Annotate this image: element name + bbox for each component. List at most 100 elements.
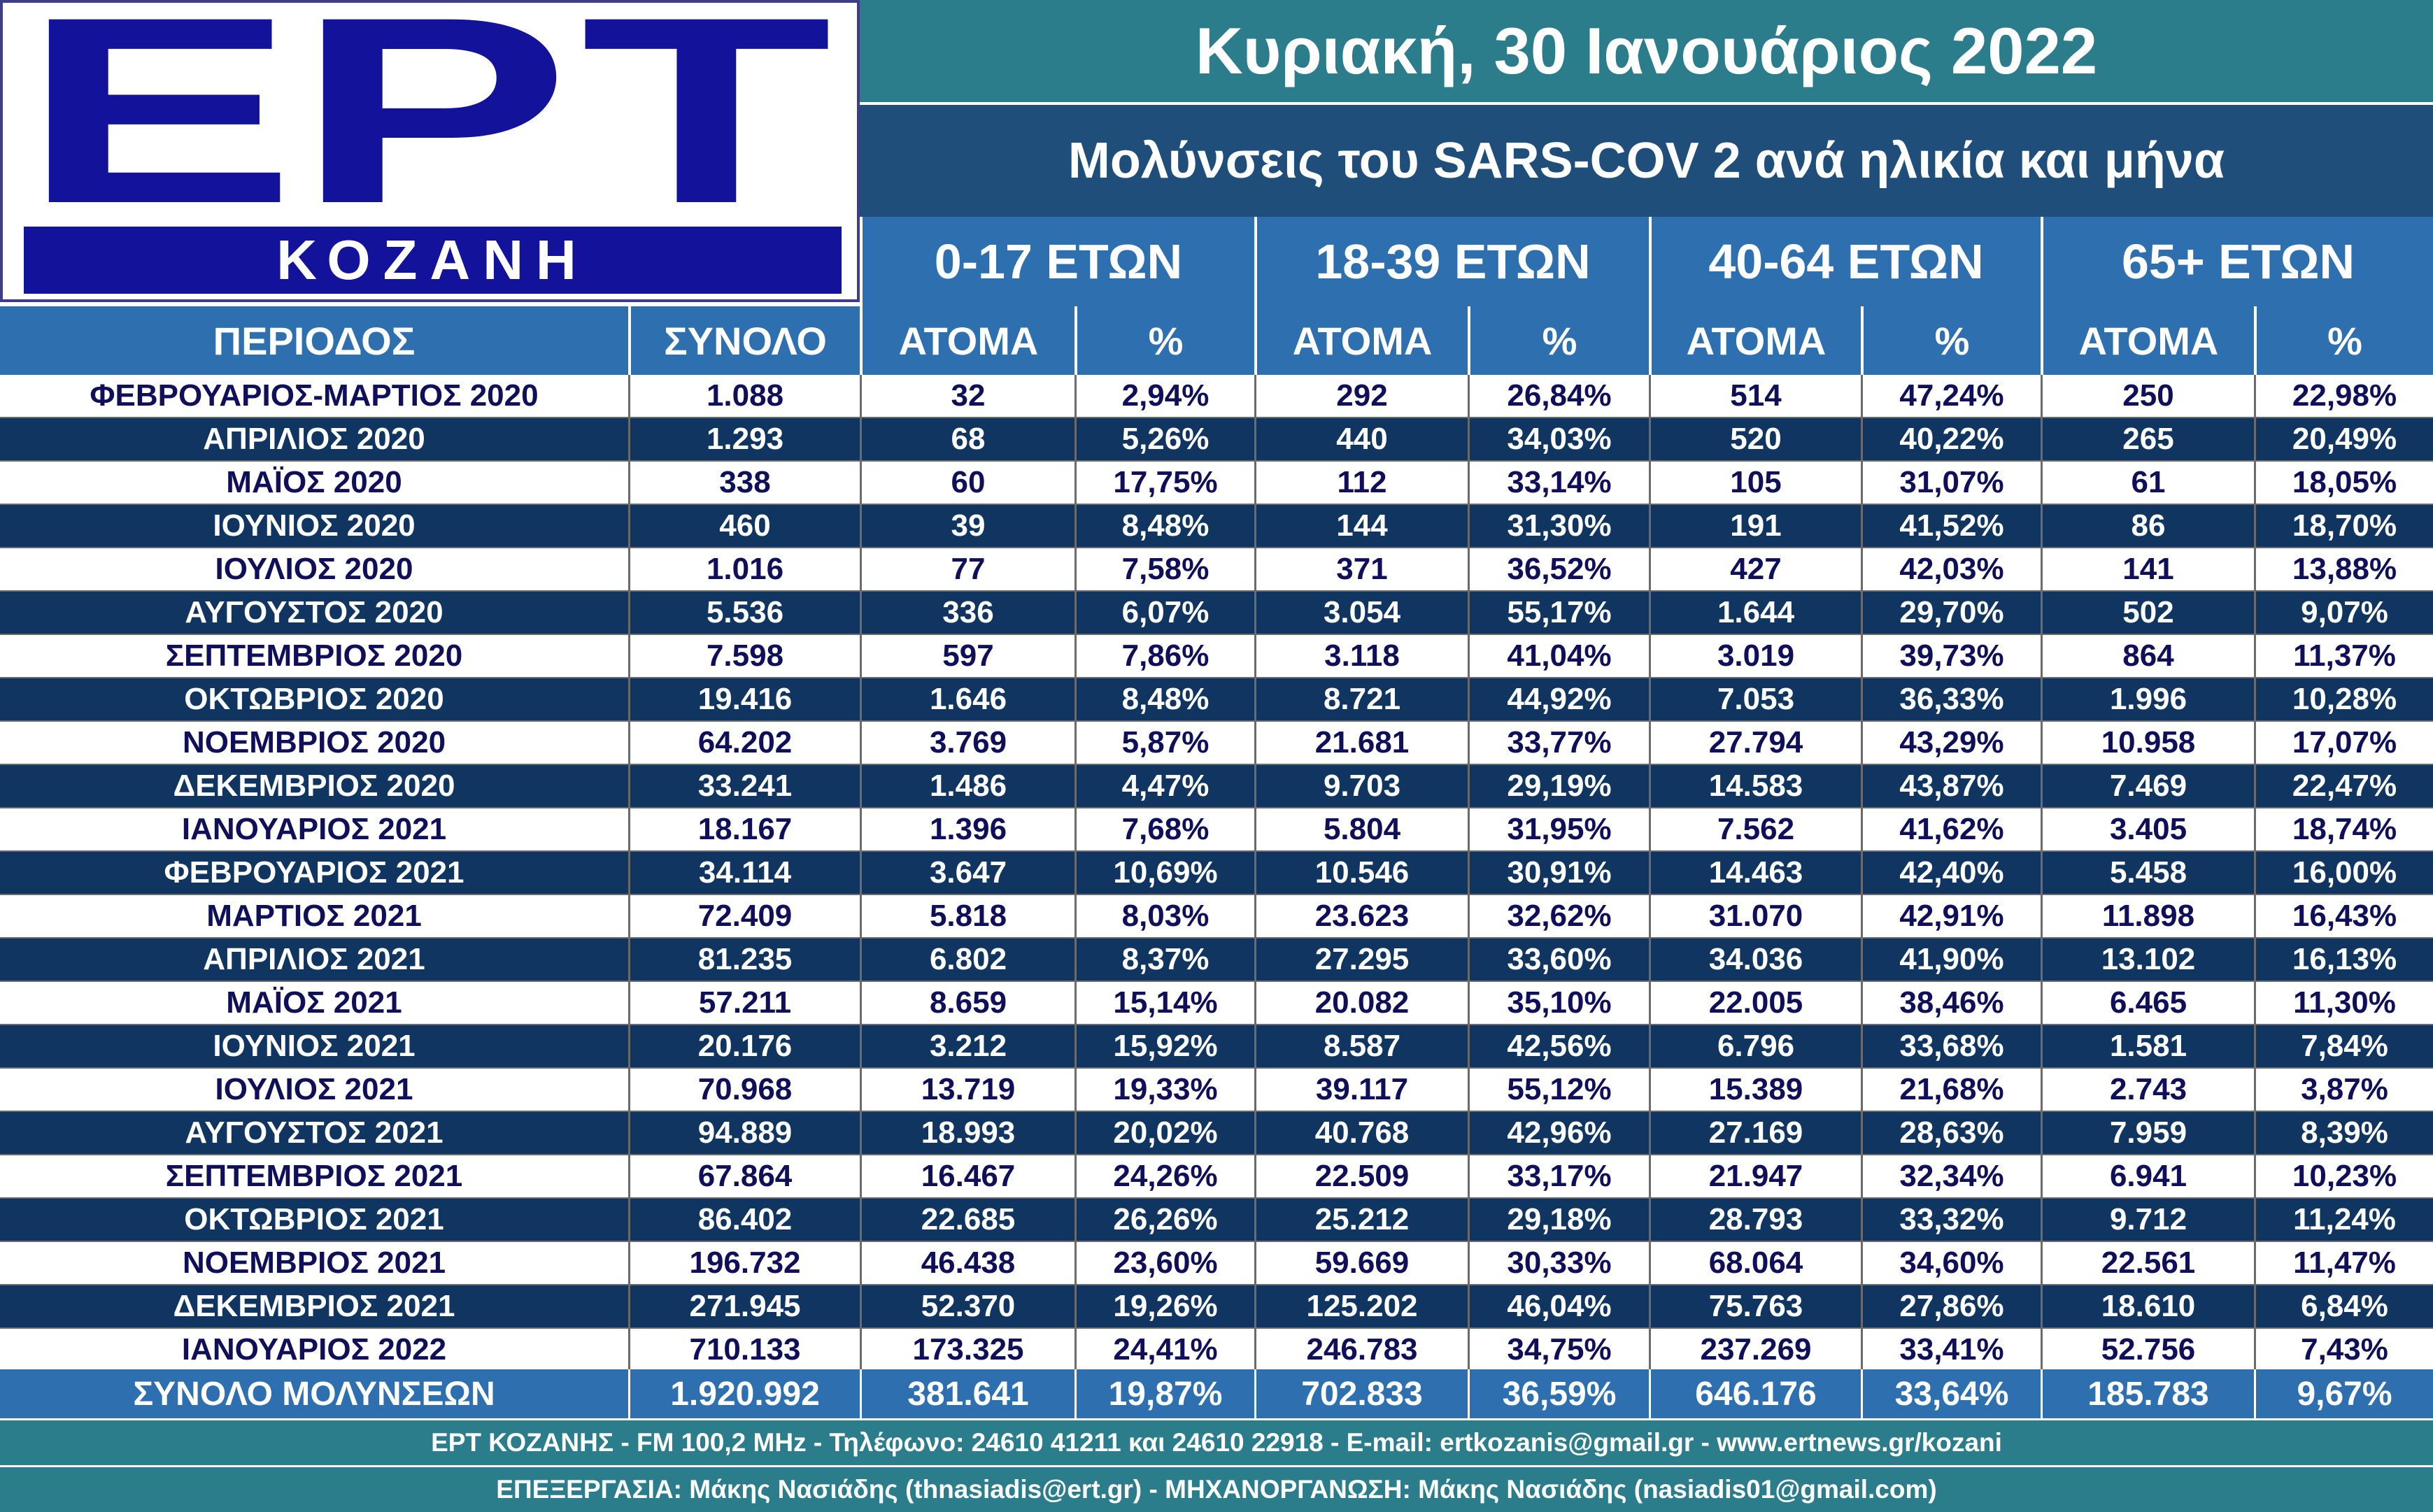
age-group-header: 65+ ΕΤΩΝ — [2041, 217, 2433, 306]
table-cell: 7.053 — [1649, 678, 1861, 722]
footer-contact: ΕΡΤ ΚΟΖΑΝΗΣ - FM 100,2 MHz - Τηλέφωνο: 2… — [0, 1418, 2433, 1465]
table-cell: 36,52% — [1468, 548, 1649, 592]
total-cell: 33,64% — [1861, 1369, 2041, 1418]
table-cell: 336 — [860, 592, 1074, 635]
table-cell: 32 — [860, 375, 1074, 418]
table-cell: 21,68% — [1861, 1069, 2041, 1112]
table-cell: 31,30% — [1468, 505, 1649, 548]
table-cell: 24,26% — [1074, 1155, 1254, 1199]
column-header: % — [1468, 306, 1649, 375]
period-cell: ΜΑΪΟΣ 2021 — [0, 982, 628, 1025]
table-row: ΙΑΝΟΥΑΡΙΟΣ 2021 18.167 1.396 7,68% 5.804 31,9… — [0, 808, 2433, 852]
table-cell: 9.712 — [2041, 1199, 2254, 1242]
table-cell: 6.796 — [1649, 1025, 1861, 1069]
table-cell: 18.993 — [860, 1112, 1074, 1155]
table-cell: 27.794 — [1649, 722, 1861, 765]
table-cell: 338 — [628, 462, 860, 505]
table-cell: 246.783 — [1254, 1329, 1468, 1372]
table-row: ΟΚΤΩΒΡΙΟΣ 2021 86.402 22.685 26,26% 25.212 29… — [0, 1199, 2433, 1242]
period-cell: ΣΕΠΤΕΜΒΡΙΟΣ 2020 — [0, 635, 628, 678]
table-cell: 39 — [860, 505, 1074, 548]
table-cell: 6,07% — [1074, 592, 1254, 635]
table-cell: 22.685 — [860, 1199, 1074, 1242]
table-cell: 20,02% — [1074, 1112, 1254, 1155]
table-cell: 86 — [2041, 505, 2254, 548]
table-cell: 864 — [2041, 635, 2254, 678]
table-cell: 20.176 — [628, 1025, 860, 1069]
footer-credits: ΕΠΕΞΕΡΓΑΣΙΑ: Μάκης Νασιάδης (thnasiadis@… — [0, 1465, 2433, 1512]
table-cell: 3.019 — [1649, 635, 1861, 678]
table-cell: 33,32% — [1861, 1199, 2041, 1242]
period-cell: ΑΠΡΙΛΙΟΣ 2020 — [0, 418, 628, 462]
table-cell: 597 — [860, 635, 1074, 678]
total-row: ΣΥΝΟΛΟ ΜΟΛΥΝΣΕΩΝ 1.920.992 381.641 19,87… — [0, 1369, 2433, 1418]
table-cell: 1.644 — [1649, 592, 1861, 635]
table-cell: 86.402 — [628, 1199, 860, 1242]
period-cell: ΙΟΥΝΙΟΣ 2021 — [0, 1025, 628, 1069]
table-cell: 32,34% — [1861, 1155, 2041, 1199]
table-cell: 5.458 — [2041, 852, 2254, 895]
table-cell: 33,41% — [1861, 1329, 2041, 1372]
period-cell: ΑΥΓΟΥΣΤΟΣ 2021 — [0, 1112, 628, 1155]
column-header: ΣΥΝΟΛΟ — [628, 306, 860, 375]
period-cell: ΙΟΥΛΙΟΣ 2021 — [0, 1069, 628, 1112]
table-cell: 11,24% — [2254, 1199, 2433, 1242]
table-cell: 28,63% — [1861, 1112, 2041, 1155]
table-cell: 1.396 — [860, 808, 1074, 852]
table-cell: 43,29% — [1861, 722, 2041, 765]
total-cell: 1.920.992 — [628, 1369, 860, 1418]
table-cell: 10,23% — [2254, 1155, 2433, 1199]
table-cell: 31,07% — [1861, 462, 2041, 505]
table-cell: 23.623 — [1254, 895, 1468, 939]
table-cell: 710.133 — [628, 1329, 860, 1372]
table-cell: 125.202 — [1254, 1285, 1468, 1329]
table-cell: 10.958 — [2041, 722, 2254, 765]
table-cell: 22,98% — [2254, 375, 2433, 418]
table-row: ΙΟΥΛΙΟΣ 2020 1.016 77 7,58% 371 36,52% 427 42,0… — [0, 548, 2433, 592]
period-cell: ΝΟΕΜΒΡΙΟΣ 2021 — [0, 1242, 628, 1285]
table-cell: 35,10% — [1468, 982, 1649, 1025]
table-cell: 21.681 — [1254, 722, 1468, 765]
table-cell: 237.269 — [1649, 1329, 1861, 1372]
table-cell: 23,60% — [1074, 1242, 1254, 1285]
table-cell: 33,77% — [1468, 722, 1649, 765]
logo-letter: Ε — [21, 0, 297, 259]
age-group-header: 18-39 ΕΤΩΝ — [1254, 217, 1649, 306]
table-cell: 61 — [2041, 462, 2254, 505]
total-cell: 36,59% — [1468, 1369, 1649, 1418]
table-cell: 36,33% — [1861, 678, 2041, 722]
table-cell: 22.005 — [1649, 982, 1861, 1025]
period-cell: ΜΑΪΟΣ 2020 — [0, 462, 628, 505]
table-cell: 21.947 — [1649, 1155, 1861, 1199]
column-header: ΑΤΟΜΑ — [1254, 306, 1468, 375]
table-cell: 33.241 — [628, 765, 860, 808]
table-cell: 24,41% — [1074, 1329, 1254, 1372]
table-row: ΝΟΕΜΒΡΙΟΣ 2020 64.202 3.769 5,87% 21.681 33,7… — [0, 722, 2433, 765]
table-row: ΜΑΪΟΣ 2020 338 60 17,75% 112 33,14% 105 31,07% 6… — [0, 462, 2433, 505]
table-cell: 3.405 — [2041, 808, 2254, 852]
table-cell: 18.610 — [2041, 1285, 2254, 1329]
table-cell: 502 — [2041, 592, 2254, 635]
table-cell: 10.546 — [1254, 852, 1468, 895]
total-cell: 185.783 — [2041, 1369, 2254, 1418]
table-cell: 41,04% — [1468, 635, 1649, 678]
table-cell: 70.968 — [628, 1069, 860, 1112]
table-cell: 141 — [2041, 548, 2254, 592]
table-cell: 6.465 — [2041, 982, 2254, 1025]
table-cell: 5,87% — [1074, 722, 1254, 765]
table-cell: 46,04% — [1468, 1285, 1649, 1329]
table-cell: 68 — [860, 418, 1074, 462]
table-cell: 33,68% — [1861, 1025, 2041, 1069]
age-group-header: 40-64 ΕΤΩΝ — [1649, 217, 2041, 306]
table-cell: 34,03% — [1468, 418, 1649, 462]
table-cell: 1.293 — [628, 418, 860, 462]
table-cell: 2,94% — [1074, 375, 1254, 418]
table-cell: 33,17% — [1468, 1155, 1649, 1199]
table-cell: 10,28% — [2254, 678, 2433, 722]
table-cell: 514 — [1649, 375, 1861, 418]
table-row: ΑΠΡΙΛΙΟΣ 2020 1.293 68 5,26% 440 34,03% 520 40,… — [0, 418, 2433, 462]
table-cell: 440 — [1254, 418, 1468, 462]
table-cell: 3.212 — [860, 1025, 1074, 1069]
table-cell: 34,60% — [1861, 1242, 2041, 1285]
